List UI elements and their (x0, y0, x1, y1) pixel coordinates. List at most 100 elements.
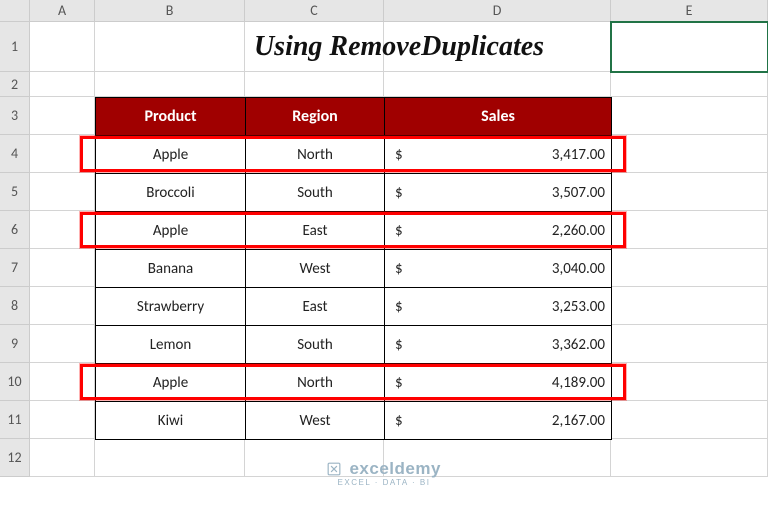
cell-product[interactable]: Lemon (96, 326, 246, 364)
cell-A11[interactable] (30, 401, 95, 439)
cell-E11[interactable] (611, 401, 768, 439)
cell-sales[interactable]: $2,167.00 (385, 402, 612, 440)
cell-D2[interactable] (384, 72, 611, 97)
sales-value: 3,417.00 (552, 146, 605, 164)
cell-region[interactable]: East (246, 212, 385, 250)
sales-value: 3,507.00 (552, 184, 605, 202)
table-row: StrawberryEast$3,253.00 (96, 288, 612, 326)
table-row: AppleEast$2,260.00 (96, 212, 612, 250)
watermark-sub: EXCEL · DATA · BI (0, 478, 768, 487)
table-row: LemonSouth$3,362.00 (96, 326, 612, 364)
row-header-10[interactable]: 10 (0, 363, 30, 401)
header-sales[interactable]: Sales (385, 98, 612, 136)
cell-C1[interactable] (245, 22, 384, 72)
sales-value: 3,040.00 (552, 260, 605, 278)
cell-E1[interactable] (611, 22, 768, 72)
table-row: AppleNorth$4,189.00 (96, 364, 612, 402)
cell-B1[interactable] (95, 22, 245, 72)
sales-value: 3,253.00 (552, 298, 605, 316)
sales-value: 2,167.00 (552, 412, 605, 430)
cell-A4[interactable] (30, 135, 95, 173)
cell-product[interactable]: Apple (96, 136, 246, 174)
cell-sales[interactable]: $3,362.00 (385, 326, 612, 364)
cell-sales[interactable]: $3,253.00 (385, 288, 612, 326)
cell-sales[interactable]: $4,189.00 (385, 364, 612, 402)
row-header-8[interactable]: 8 (0, 287, 30, 325)
cell-E2[interactable] (611, 72, 768, 97)
cell-region[interactable]: South (246, 326, 385, 364)
row-header-11[interactable]: 11 (0, 401, 30, 439)
row-header-7[interactable]: 7 (0, 249, 30, 287)
cell-D1[interactable] (384, 22, 611, 72)
row-header-1[interactable]: 1 (0, 22, 30, 72)
cell-E8[interactable] (611, 287, 768, 325)
cell-sales[interactable]: $3,507.00 (385, 174, 612, 212)
cell-product[interactable]: Strawberry (96, 288, 246, 326)
row-header-4[interactable]: 4 (0, 135, 30, 173)
cell-product[interactable]: Kiwi (96, 402, 246, 440)
cell-A5[interactable] (30, 173, 95, 211)
table-row: AppleNorth$3,417.00 (96, 136, 612, 174)
cell-E10[interactable] (611, 363, 768, 401)
currency-symbol: $ (395, 298, 403, 316)
col-header-a[interactable]: A (30, 0, 95, 22)
watermark: exceldemy EXCEL · DATA · BI (0, 459, 768, 487)
cell-E6[interactable] (611, 211, 768, 249)
data-table: Product Region Sales AppleNorth$3,417.00… (95, 97, 612, 440)
cell-A1[interactable] (30, 22, 95, 72)
table-header-row: Product Region Sales (96, 98, 612, 136)
cell-region[interactable]: South (246, 174, 385, 212)
cell-sales[interactable]: $3,040.00 (385, 250, 612, 288)
cell-sales[interactable]: $2,260.00 (385, 212, 612, 250)
cell-sales[interactable]: $3,417.00 (385, 136, 612, 174)
cell-A6[interactable] (30, 211, 95, 249)
cell-product[interactable]: Broccoli (96, 174, 246, 212)
col-header-e[interactable]: E (611, 0, 768, 22)
cell-A7[interactable] (30, 249, 95, 287)
cell-product[interactable]: Apple (96, 212, 246, 250)
cell-E9[interactable] (611, 325, 768, 363)
col-header-d[interactable]: D (384, 0, 611, 22)
currency-symbol: $ (395, 146, 403, 164)
cell-region[interactable]: North (246, 136, 385, 174)
cell-A10[interactable] (30, 363, 95, 401)
cell-E5[interactable] (611, 173, 768, 211)
col-header-c[interactable]: C (245, 0, 384, 22)
cell-C2[interactable] (245, 72, 384, 97)
cell-E7[interactable] (611, 249, 768, 287)
sales-value: 2,260.00 (552, 222, 605, 240)
sales-value: 3,362.00 (552, 336, 605, 354)
row-header-9[interactable]: 9 (0, 325, 30, 363)
row-header-5[interactable]: 5 (0, 173, 30, 211)
cell-region[interactable]: West (246, 402, 385, 440)
cell-B2[interactable] (95, 72, 245, 97)
cell-region[interactable]: North (246, 364, 385, 402)
cell-product[interactable]: Apple (96, 364, 246, 402)
row-header-6[interactable]: 6 (0, 211, 30, 249)
cell-product[interactable]: Banana (96, 250, 246, 288)
currency-symbol: $ (395, 336, 403, 354)
cell-A9[interactable] (30, 325, 95, 363)
table-row: BroccoliSouth$3,507.00 (96, 174, 612, 212)
row-header-3[interactable]: 3 (0, 97, 30, 135)
cell-A8[interactable] (30, 287, 95, 325)
col-header-b[interactable]: B (95, 0, 245, 22)
column-header-row: A B C D E (0, 0, 768, 22)
exceldemy-logo-icon (327, 462, 341, 476)
cell-region[interactable]: East (246, 288, 385, 326)
cell-A3[interactable] (30, 97, 95, 135)
sales-value: 4,189.00 (552, 374, 605, 392)
cell-A2[interactable] (30, 72, 95, 97)
cell-E4[interactable] (611, 135, 768, 173)
currency-symbol: $ (395, 222, 403, 240)
table-row: BananaWest$3,040.00 (96, 250, 612, 288)
cell-region[interactable]: West (246, 250, 385, 288)
cell-E3[interactable] (611, 97, 768, 135)
currency-symbol: $ (395, 184, 403, 202)
header-product[interactable]: Product (96, 98, 246, 136)
spreadsheet: A B C D E 123456789101112 Using RemoveDu… (0, 0, 768, 511)
row-header-2[interactable]: 2 (0, 72, 30, 97)
header-region[interactable]: Region (246, 98, 385, 136)
watermark-brand: exceldemy (349, 459, 440, 478)
select-all-corner[interactable] (0, 0, 30, 22)
